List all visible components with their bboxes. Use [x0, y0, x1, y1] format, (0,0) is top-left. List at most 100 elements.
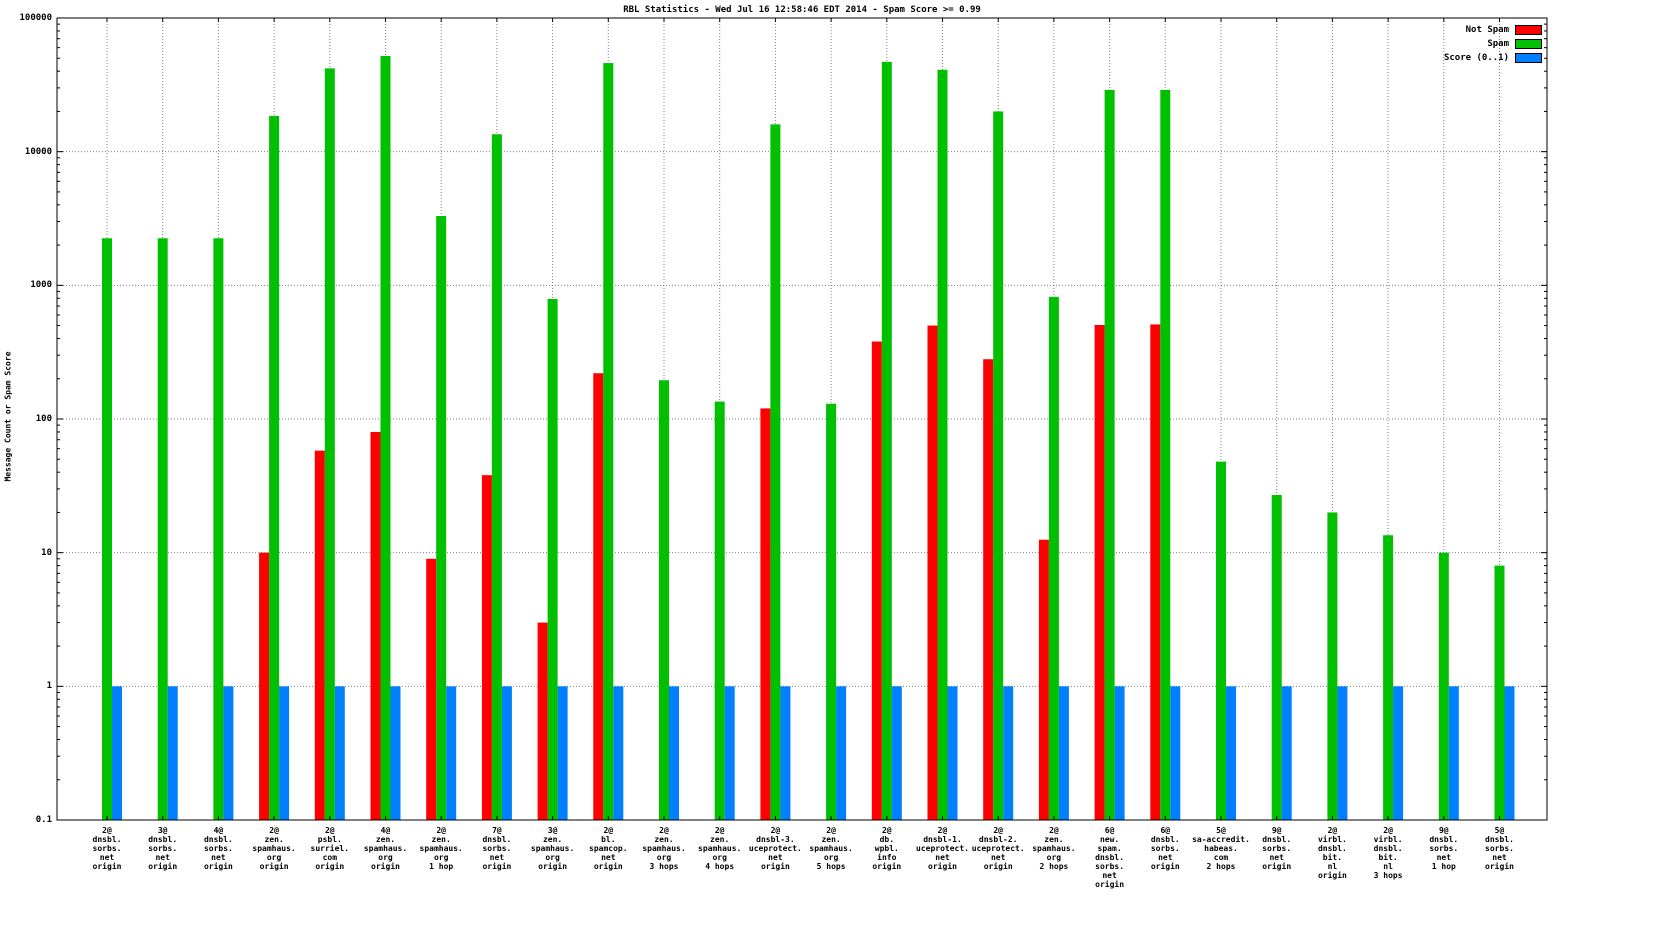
- score-0-1-bar: [669, 686, 679, 820]
- spam-bar: [1327, 512, 1338, 820]
- x-category-label: 4@ zen. spamhaus. org origin: [363, 826, 408, 871]
- score-0-1-bar: [112, 686, 122, 820]
- legend-swatch: [1515, 39, 1542, 49]
- spam-bar: [157, 238, 168, 820]
- score-0-1-bar: [501, 686, 512, 820]
- legend-swatch: [1515, 25, 1542, 35]
- y-tick-label: 1: [46, 681, 52, 692]
- score-0-1-bar: [836, 686, 847, 820]
- spam-bar: [826, 403, 837, 820]
- x-category-label: 9@ dnsbl. sorbs. net origin: [1262, 826, 1292, 871]
- legend: Not Spam Spam Score (0..1): [1444, 25, 1542, 63]
- spam-bar: [993, 111, 1004, 820]
- spam-bar: [269, 115, 280, 820]
- not-spam-bar: [537, 622, 548, 820]
- spam-bar: [1271, 495, 1282, 820]
- x-category-label: 2@ zen. spamhaus. org origin: [252, 826, 296, 871]
- not-spam-bar: [927, 325, 938, 820]
- x-category-label: 6@ dnsbl. sorbs. net origin: [1150, 826, 1180, 871]
- spam-bar: [1160, 89, 1171, 820]
- score-0-1-bar: [390, 686, 401, 820]
- x-category-label: 2@ zen. spamhaus. org 1 hop: [419, 826, 463, 871]
- score-0-1-bar: [167, 686, 178, 820]
- score-0-1-bar: [223, 686, 234, 820]
- spam-bar: [380, 55, 391, 821]
- spam-bar: [324, 68, 335, 820]
- spam-bar: [659, 380, 669, 820]
- spam-bar: [436, 216, 447, 821]
- y-tick-label: 100000: [19, 13, 52, 23]
- x-category-label: 2@ zen. spamhaus. org 2 hops: [1032, 826, 1076, 871]
- score-0-1-bar: [279, 686, 290, 820]
- not-spam-bar: [259, 552, 270, 820]
- spam-bar: [714, 401, 725, 820]
- x-category-label: 5@ sa-accredit. habeas. com 2 hops: [1192, 826, 1250, 871]
- score-0-1-bar: [334, 686, 345, 820]
- score-0-1-bar: [1393, 686, 1404, 820]
- x-category-label: 7@ dnsbl. sorbs. net origin: [482, 826, 512, 871]
- not-spam-bar: [426, 558, 437, 820]
- chart-title: RBL Statistics - Wed Jul 16 12:58:46 EDT…: [623, 5, 981, 15]
- spam-bar: [102, 238, 112, 820]
- not-spam-bar: [481, 475, 492, 820]
- x-category-label: 5@ dnsbl. sorbs. net origin: [1485, 826, 1514, 871]
- x-category-label: 2@ dnsbl-1. uceprotect. net origin: [916, 826, 969, 871]
- x-category-label: 2@ dnsbl-3. uceprotect. net origin: [748, 826, 802, 871]
- spam-bar: [547, 299, 558, 820]
- legend-row: Not Spam: [1466, 25, 1542, 35]
- score-0-1-bar: [613, 686, 624, 820]
- x-category-label: 2@ dnsbl. sorbs. net origin: [92, 826, 122, 871]
- y-tick-label: 1000: [30, 280, 52, 291]
- not-spam-bar: [370, 431, 381, 820]
- score-0-1-bar: [557, 686, 568, 820]
- x-category-label: 2@ zen. spamhaus. org 4 hops: [698, 826, 742, 871]
- not-spam-bar: [760, 408, 771, 820]
- not-spam-bar: [983, 359, 994, 820]
- score-0-1-bar: [1226, 686, 1236, 820]
- not-spam-bar: [871, 341, 882, 820]
- x-category-label: 2@ psbl. surriel. com origin: [310, 826, 350, 871]
- x-category-label: 2@ virbl. dnsbl. bit. nl origin: [1317, 826, 1347, 880]
- spam-bar: [1494, 565, 1505, 820]
- spam-bar: [213, 238, 224, 820]
- spam-bar: [770, 124, 781, 820]
- score-0-1-bar: [724, 686, 735, 820]
- not-spam-bar: [593, 373, 604, 820]
- spam-bar: [1048, 296, 1059, 821]
- y-tick-label: 0.1: [35, 815, 52, 825]
- y-tick-label: 10000: [24, 146, 52, 157]
- score-0-1-bar: [1337, 686, 1348, 820]
- score-0-1-bar: [446, 686, 457, 820]
- x-category-label: 3@ dnsbl. sorbs. net origin: [148, 826, 178, 871]
- score-0-1-bar: [1448, 686, 1459, 820]
- x-category-label: 9@ dnsbl. sorbs. net 1 hop: [1429, 826, 1459, 871]
- y-tick-label: 10: [41, 547, 52, 558]
- not-spam-bar: [1038, 539, 1049, 820]
- spam-bar: [1383, 535, 1394, 820]
- score-0-1-bar: [1504, 686, 1515, 820]
- x-category-label: 2@ bl. spamcop. net origin: [589, 826, 628, 871]
- spam-bar: [1104, 89, 1115, 820]
- score-0-1-bar: [1003, 686, 1014, 820]
- legend-label: Score (0..1): [1443, 52, 1509, 63]
- not-spam-bar: [1094, 324, 1105, 820]
- score-0-1-bar: [891, 686, 902, 820]
- legend-row: Spam: [1487, 39, 1542, 49]
- x-category-label: 4@ dnsbl. sorbs. net origin: [203, 826, 233, 871]
- legend-row: Score (0..1): [1444, 53, 1542, 63]
- x-category-label: 2@ db. wpbl. info origin: [872, 826, 902, 871]
- score-0-1-bar: [1170, 686, 1181, 820]
- score-0-1-bar: [947, 686, 958, 820]
- not-spam-bar: [314, 450, 325, 820]
- x-category-label: 2@ dnsbl-2. uceprotect. net origin: [971, 826, 1025, 871]
- x-category-label: 2@ zen. spamhaus. org 3 hops: [642, 826, 686, 871]
- y-tick-label: 100: [35, 414, 52, 424]
- x-category-label: 2@ zen. spamhaus. org 5 hops: [809, 826, 853, 871]
- score-0-1-bar: [1281, 686, 1292, 820]
- legend-label: Not Spam: [1465, 24, 1509, 35]
- score-0-1-bar: [780, 686, 791, 820]
- spam-bar: [937, 69, 948, 821]
- score-0-1-bar: [1058, 686, 1069, 820]
